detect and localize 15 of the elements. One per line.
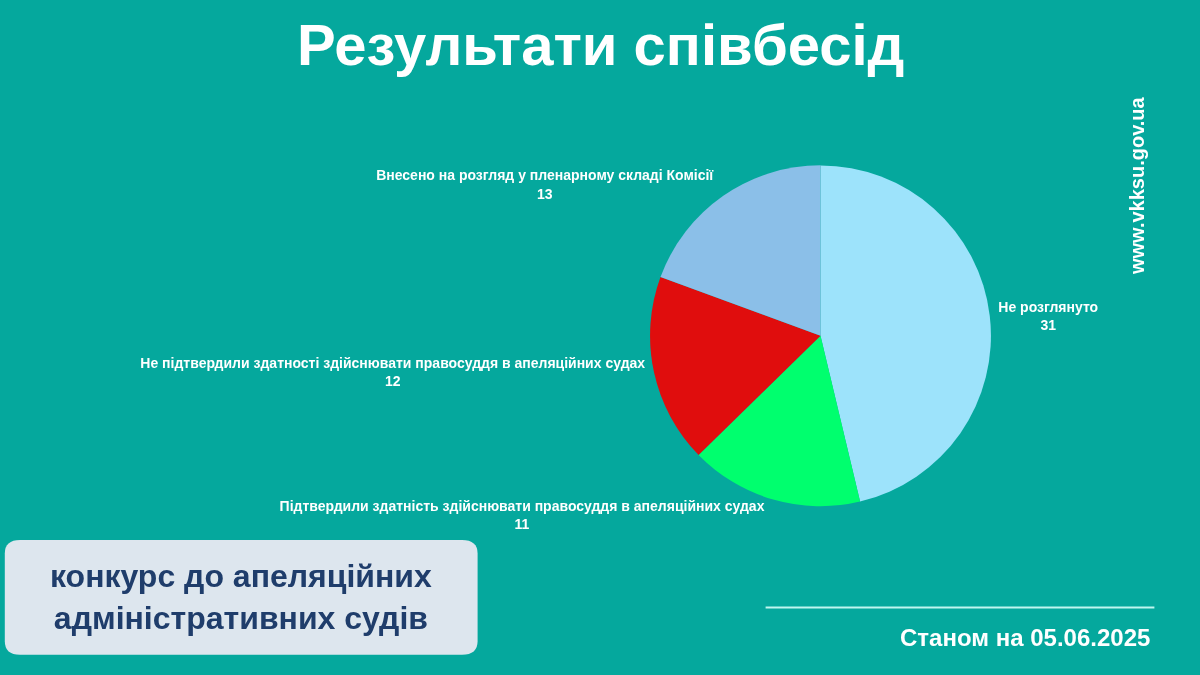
chart-title: Результати співбесід bbox=[297, 12, 905, 77]
pie-slice bbox=[820, 165, 991, 502]
data-label: 13 bbox=[536, 185, 553, 202]
text: Станом на 05.06.2025 bbox=[900, 624, 1151, 651]
slice-label: Внесено на розгляд у пленарному складі Комісії bbox=[376, 167, 715, 184]
pie-slice bbox=[650, 277, 821, 455]
text: конкурс до апеляційних адміністративних судів bbox=[50, 558, 432, 636]
data-label: 31 bbox=[1040, 316, 1057, 333]
data-label: 11 bbox=[514, 516, 530, 533]
slice-label: Не підтвердили здатності здійснювати правосуддя в апеляційних судах bbox=[140, 355, 646, 372]
pie-slice bbox=[660, 165, 821, 336]
slice-label: Підтвердили здатність здійснювати правосуддя в апеляційних судах bbox=[279, 498, 765, 515]
data-label: 12 bbox=[384, 373, 401, 390]
slice-label: Не розглянуто bbox=[998, 298, 1099, 315]
text: www.vkksu.gov.ua bbox=[1125, 96, 1148, 276]
